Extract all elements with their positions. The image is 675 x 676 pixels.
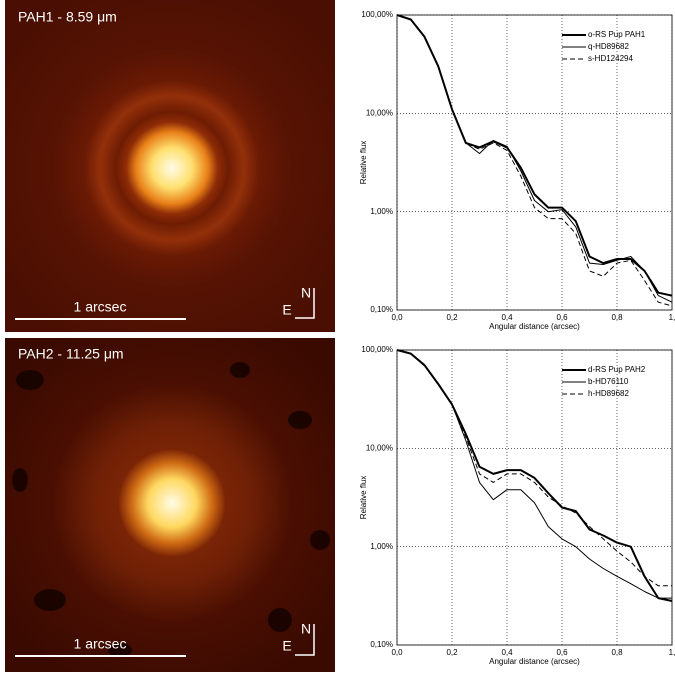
y-axis-label: Relative flux — [359, 476, 368, 520]
y-tick-label: 0,10% — [370, 305, 393, 314]
y-tick-label: 10,00% — [366, 108, 393, 117]
legend-label: s-HD124294 — [588, 54, 633, 63]
legend-label: d-RS Pup PAH2 — [588, 365, 646, 374]
y-axis-label: Relative flux — [359, 141, 368, 185]
compass — [295, 288, 315, 319]
x-tick-label: 0,0 — [391, 648, 403, 657]
x-tick-label: 0,6 — [556, 648, 568, 657]
x-tick-label: 0,2 — [446, 313, 458, 322]
east-label: E — [282, 638, 291, 654]
y-tick-label: 1,00% — [370, 542, 393, 551]
x-tick-label: 0,0 — [391, 313, 403, 322]
series-line — [396, 14, 673, 307]
image-panel: PAH1 - 8.59 μm 1 arcsec N E — [5, 0, 335, 332]
plot-frame — [396, 14, 673, 311]
x-tick-label: 0,2 — [446, 648, 458, 657]
x-tick-label: 0,8 — [611, 313, 623, 322]
x-tick-label: 0,4 — [501, 313, 513, 322]
x-axis-label: Angular distance (arcsec) — [489, 657, 580, 666]
image-panel: PAH2 - 11.25 μm 1 arcsec N E — [5, 338, 335, 672]
y-tick-label: 100,00% — [361, 345, 393, 354]
scale-label: 1 arcsec — [74, 636, 127, 652]
x-tick-label: 1, — [669, 313, 675, 322]
x-axis-label: Angular distance (arcsec) — [489, 322, 580, 331]
y-tick-label: 0,10% — [370, 640, 393, 649]
legend-label: b-HD76110 — [588, 377, 629, 386]
y-tick-label: 10,00% — [366, 443, 393, 452]
legend-label: o-RS Pup PAH1 — [588, 30, 646, 39]
image-title: PAH1 - 8.59 μm — [18, 9, 117, 25]
scale-label: 1 arcsec — [74, 299, 127, 315]
image — [5, 0, 335, 332]
legend-label: q-HD89682 — [588, 42, 629, 51]
legend-label: h-HD89682 — [588, 389, 629, 398]
north-label: N — [301, 285, 311, 301]
plot-frame — [396, 349, 673, 646]
series-line — [396, 349, 673, 602]
east-label: E — [282, 302, 291, 318]
x-tick-label: 0,4 — [501, 648, 513, 657]
noise — [12, 362, 330, 657]
y-tick-label: 1,00% — [370, 207, 393, 216]
compass — [295, 624, 315, 656]
image-title: PAH2 - 11.25 μm — [18, 346, 124, 362]
y-tick-label: 100,00% — [361, 10, 393, 19]
x-tick-label: 0,6 — [556, 313, 568, 322]
x-tick-label: 1, — [669, 648, 675, 657]
series-line — [396, 349, 672, 587]
series-line — [396, 349, 672, 599]
x-tick-label: 0,8 — [611, 648, 623, 657]
north-label: N — [301, 621, 311, 637]
